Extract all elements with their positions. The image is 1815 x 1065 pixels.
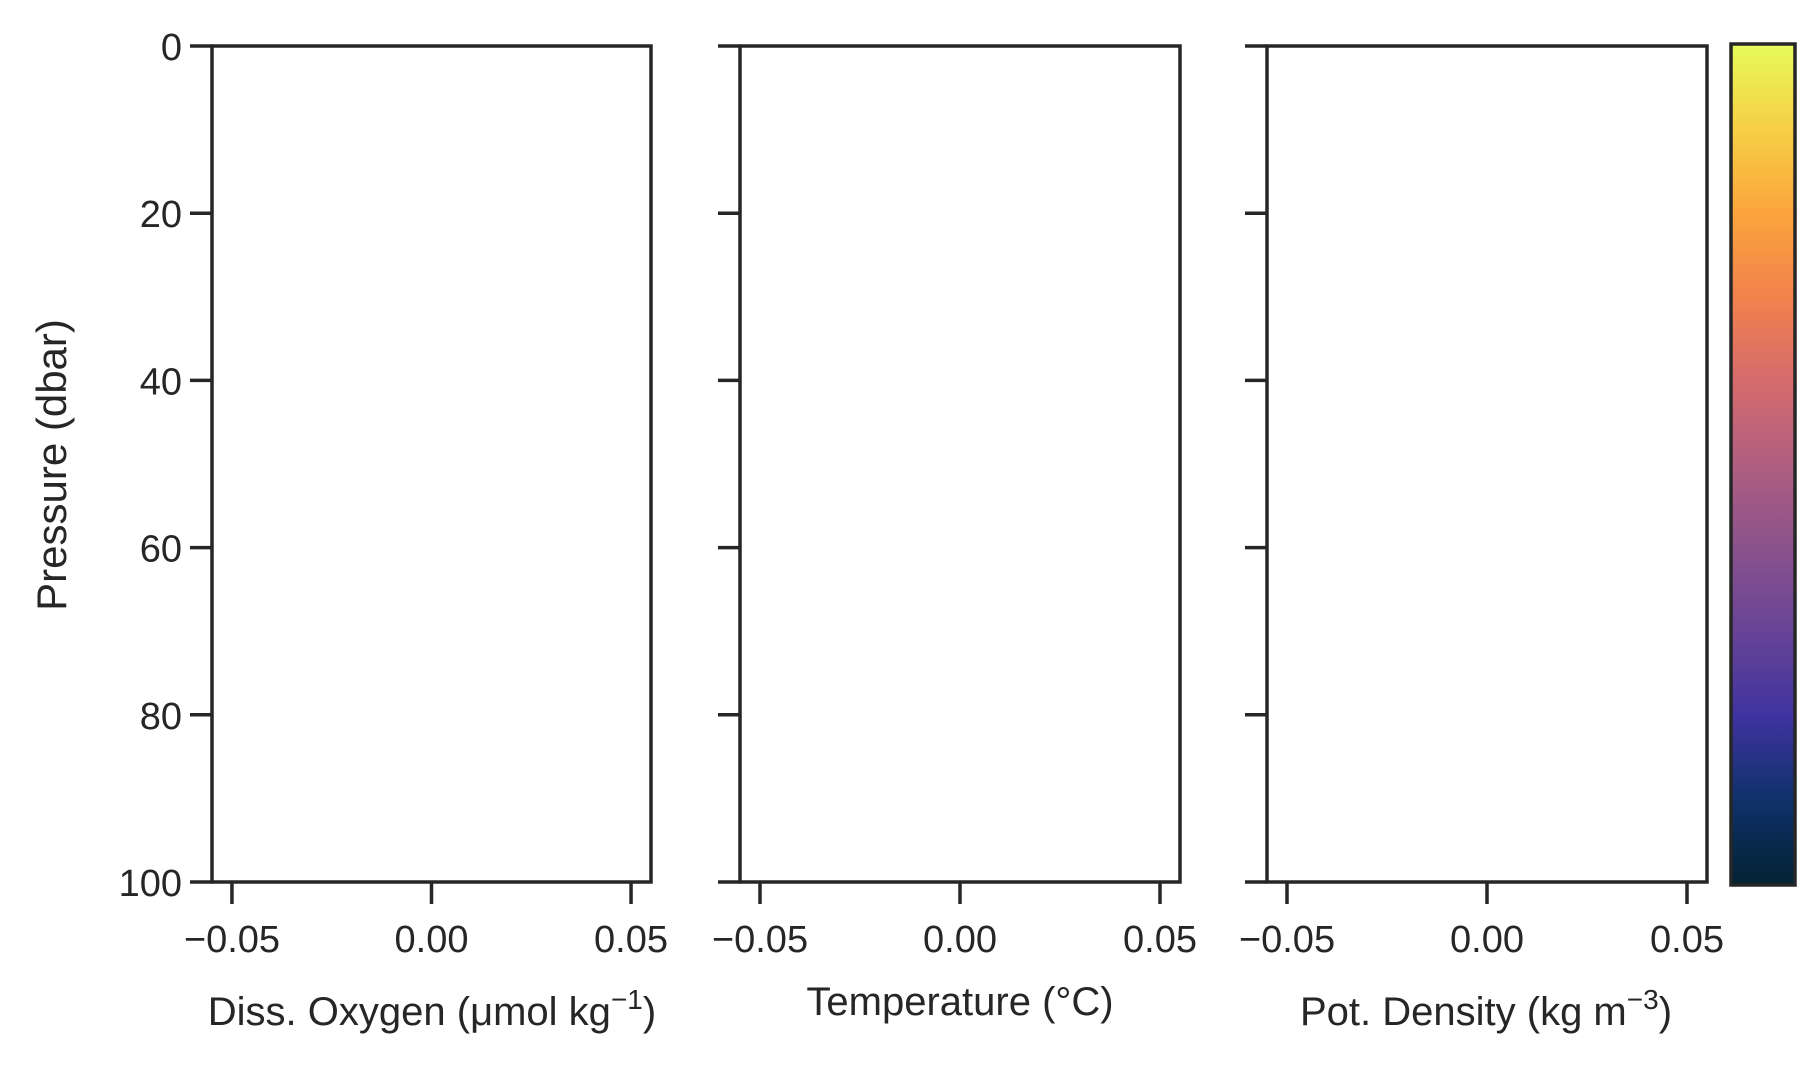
density-panel: Pot. Density (kg m−3) −0.05 0.00 0.05	[1239, 44, 1724, 1034]
colorbar-fill	[1731, 44, 1795, 885]
x-axis-label-oxygen: Diss. Oxygen (μmol kg−1)	[208, 984, 656, 1034]
x-tick-label: 0.05	[1123, 919, 1197, 961]
x-tick-label: 0.00	[395, 919, 469, 961]
x-axis-label-temperature: Temperature (°C)	[806, 980, 1113, 1024]
plot-frame	[210, 44, 653, 884]
x-axis-label-density-main: Pot. Density (kg m	[1300, 990, 1627, 1034]
x-tick-label: 0.00	[1450, 919, 1524, 961]
x-tick-label: −0.05	[1239, 919, 1335, 961]
y-tick-label: 80	[140, 696, 182, 738]
y-tick-label: 40	[140, 361, 182, 403]
x-axis-label-oxygen-main: Diss. Oxygen (μmol kg	[208, 990, 611, 1034]
x-axis-label-density-end: )	[1659, 990, 1672, 1034]
x-axis-label-density-superscript: −3	[1627, 984, 1659, 1015]
y-tick-label: 20	[140, 194, 182, 236]
colorbar-frame	[1729, 42, 1797, 887]
x-axis-label-oxygen-superscript: −1	[611, 984, 643, 1015]
x-tick-label: 0.05	[594, 919, 668, 961]
y-axis-label: Pressure (dbar)	[28, 319, 75, 611]
x-tick-label: −0.05	[712, 919, 808, 961]
temperature-panel: Temperature (°C) −0.05 0.00 0.05	[712, 44, 1197, 1024]
x-tick-label: 0.05	[1650, 919, 1724, 961]
plot-frame	[1265, 44, 1709, 884]
x-tick-label: 0.00	[923, 919, 997, 961]
oxygen-panel: Pressure (dbar) Diss. Oxygen (μmol kg−1)…	[28, 27, 668, 1034]
colorbar	[1729, 42, 1797, 887]
x-axis-label-oxygen-end: )	[643, 990, 656, 1034]
x-axis-label-temperature-main: Temperature (°C)	[806, 980, 1113, 1024]
y-tick-label: 60	[140, 529, 182, 571]
y-tick-label: 0	[161, 27, 182, 69]
plot-frame	[738, 44, 1182, 884]
x-tick-label: −0.05	[184, 919, 280, 961]
x-axis-label-density: Pot. Density (kg m−3)	[1300, 984, 1672, 1034]
y-tick-label: 100	[119, 863, 182, 905]
